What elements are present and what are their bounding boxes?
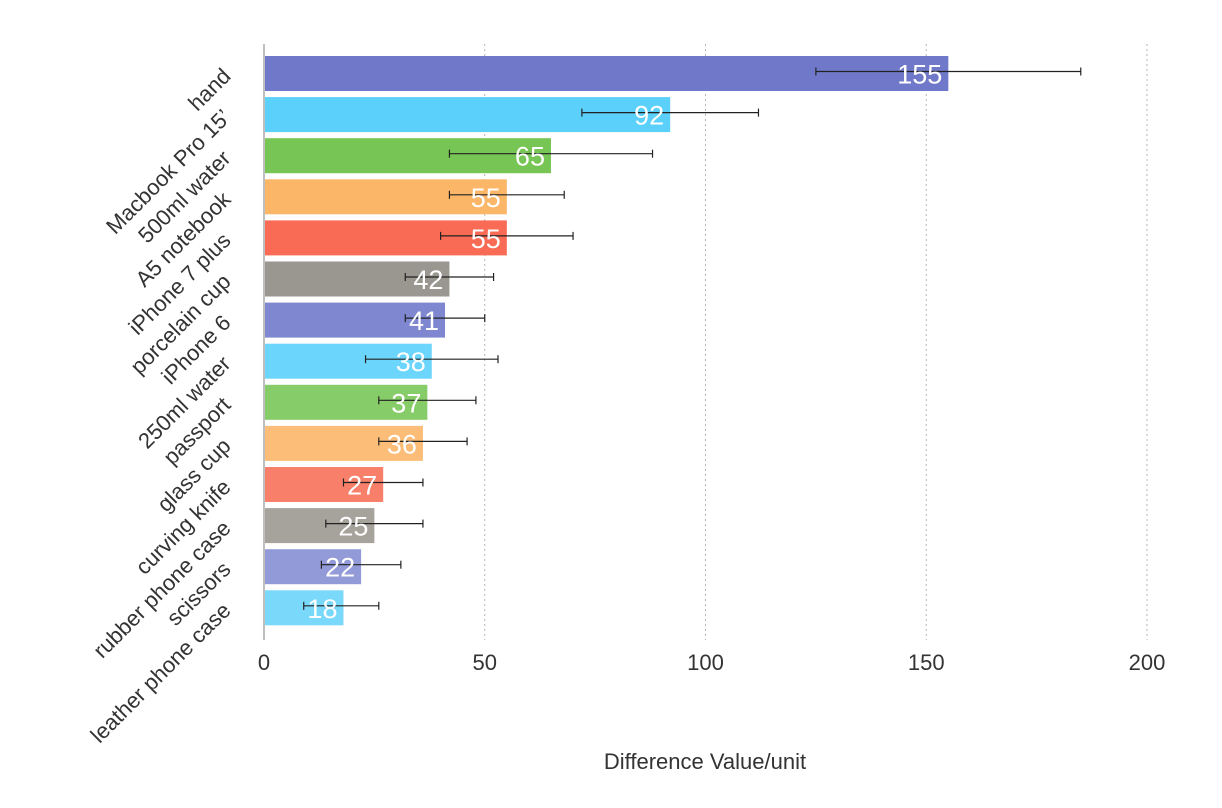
bar bbox=[265, 179, 507, 215]
x-tick-labels: 0 50 100 150 200 bbox=[258, 650, 1165, 675]
x-tick-label: 100 bbox=[687, 650, 724, 675]
data-label: 55 bbox=[471, 183, 501, 213]
data-label: 22 bbox=[325, 553, 355, 583]
bar bbox=[265, 343, 432, 379]
bar bbox=[265, 220, 507, 256]
x-tick-label: 200 bbox=[1129, 650, 1166, 675]
data-label: 25 bbox=[338, 512, 368, 542]
category-label: hand bbox=[183, 63, 235, 115]
data-label: 18 bbox=[307, 594, 337, 624]
x-axis-title: Difference Value/unit bbox=[604, 749, 806, 774]
category-label: leather phone case bbox=[86, 598, 236, 748]
bar bbox=[265, 138, 551, 174]
bar bbox=[265, 302, 446, 338]
data-label: 65 bbox=[515, 142, 545, 172]
bar bbox=[265, 56, 949, 91]
data-label: 37 bbox=[391, 388, 421, 418]
x-tick-label: 50 bbox=[473, 650, 497, 675]
bar bbox=[265, 508, 375, 544]
data-labels: 155 92 65 55 55 42 41 38 37 36 27 25 22 18 bbox=[307, 60, 942, 624]
data-label: 41 bbox=[409, 306, 439, 336]
data-label: 155 bbox=[897, 60, 942, 90]
grid-lines bbox=[484, 44, 1148, 640]
data-label: 27 bbox=[347, 471, 377, 501]
bar bbox=[265, 261, 450, 297]
bar bbox=[265, 425, 423, 461]
bar bbox=[265, 384, 428, 420]
bar bbox=[265, 97, 671, 133]
data-label: 38 bbox=[396, 347, 426, 377]
bar bbox=[265, 549, 362, 585]
x-tick-label: 0 bbox=[258, 650, 270, 675]
data-label: 55 bbox=[471, 224, 501, 254]
bars bbox=[265, 56, 949, 626]
data-label: 92 bbox=[634, 101, 664, 131]
data-label: 36 bbox=[387, 429, 417, 459]
x-tick-label: 150 bbox=[908, 650, 945, 675]
error-bars bbox=[303, 67, 1082, 610]
data-label: 42 bbox=[413, 265, 443, 295]
bar bbox=[265, 467, 384, 502]
